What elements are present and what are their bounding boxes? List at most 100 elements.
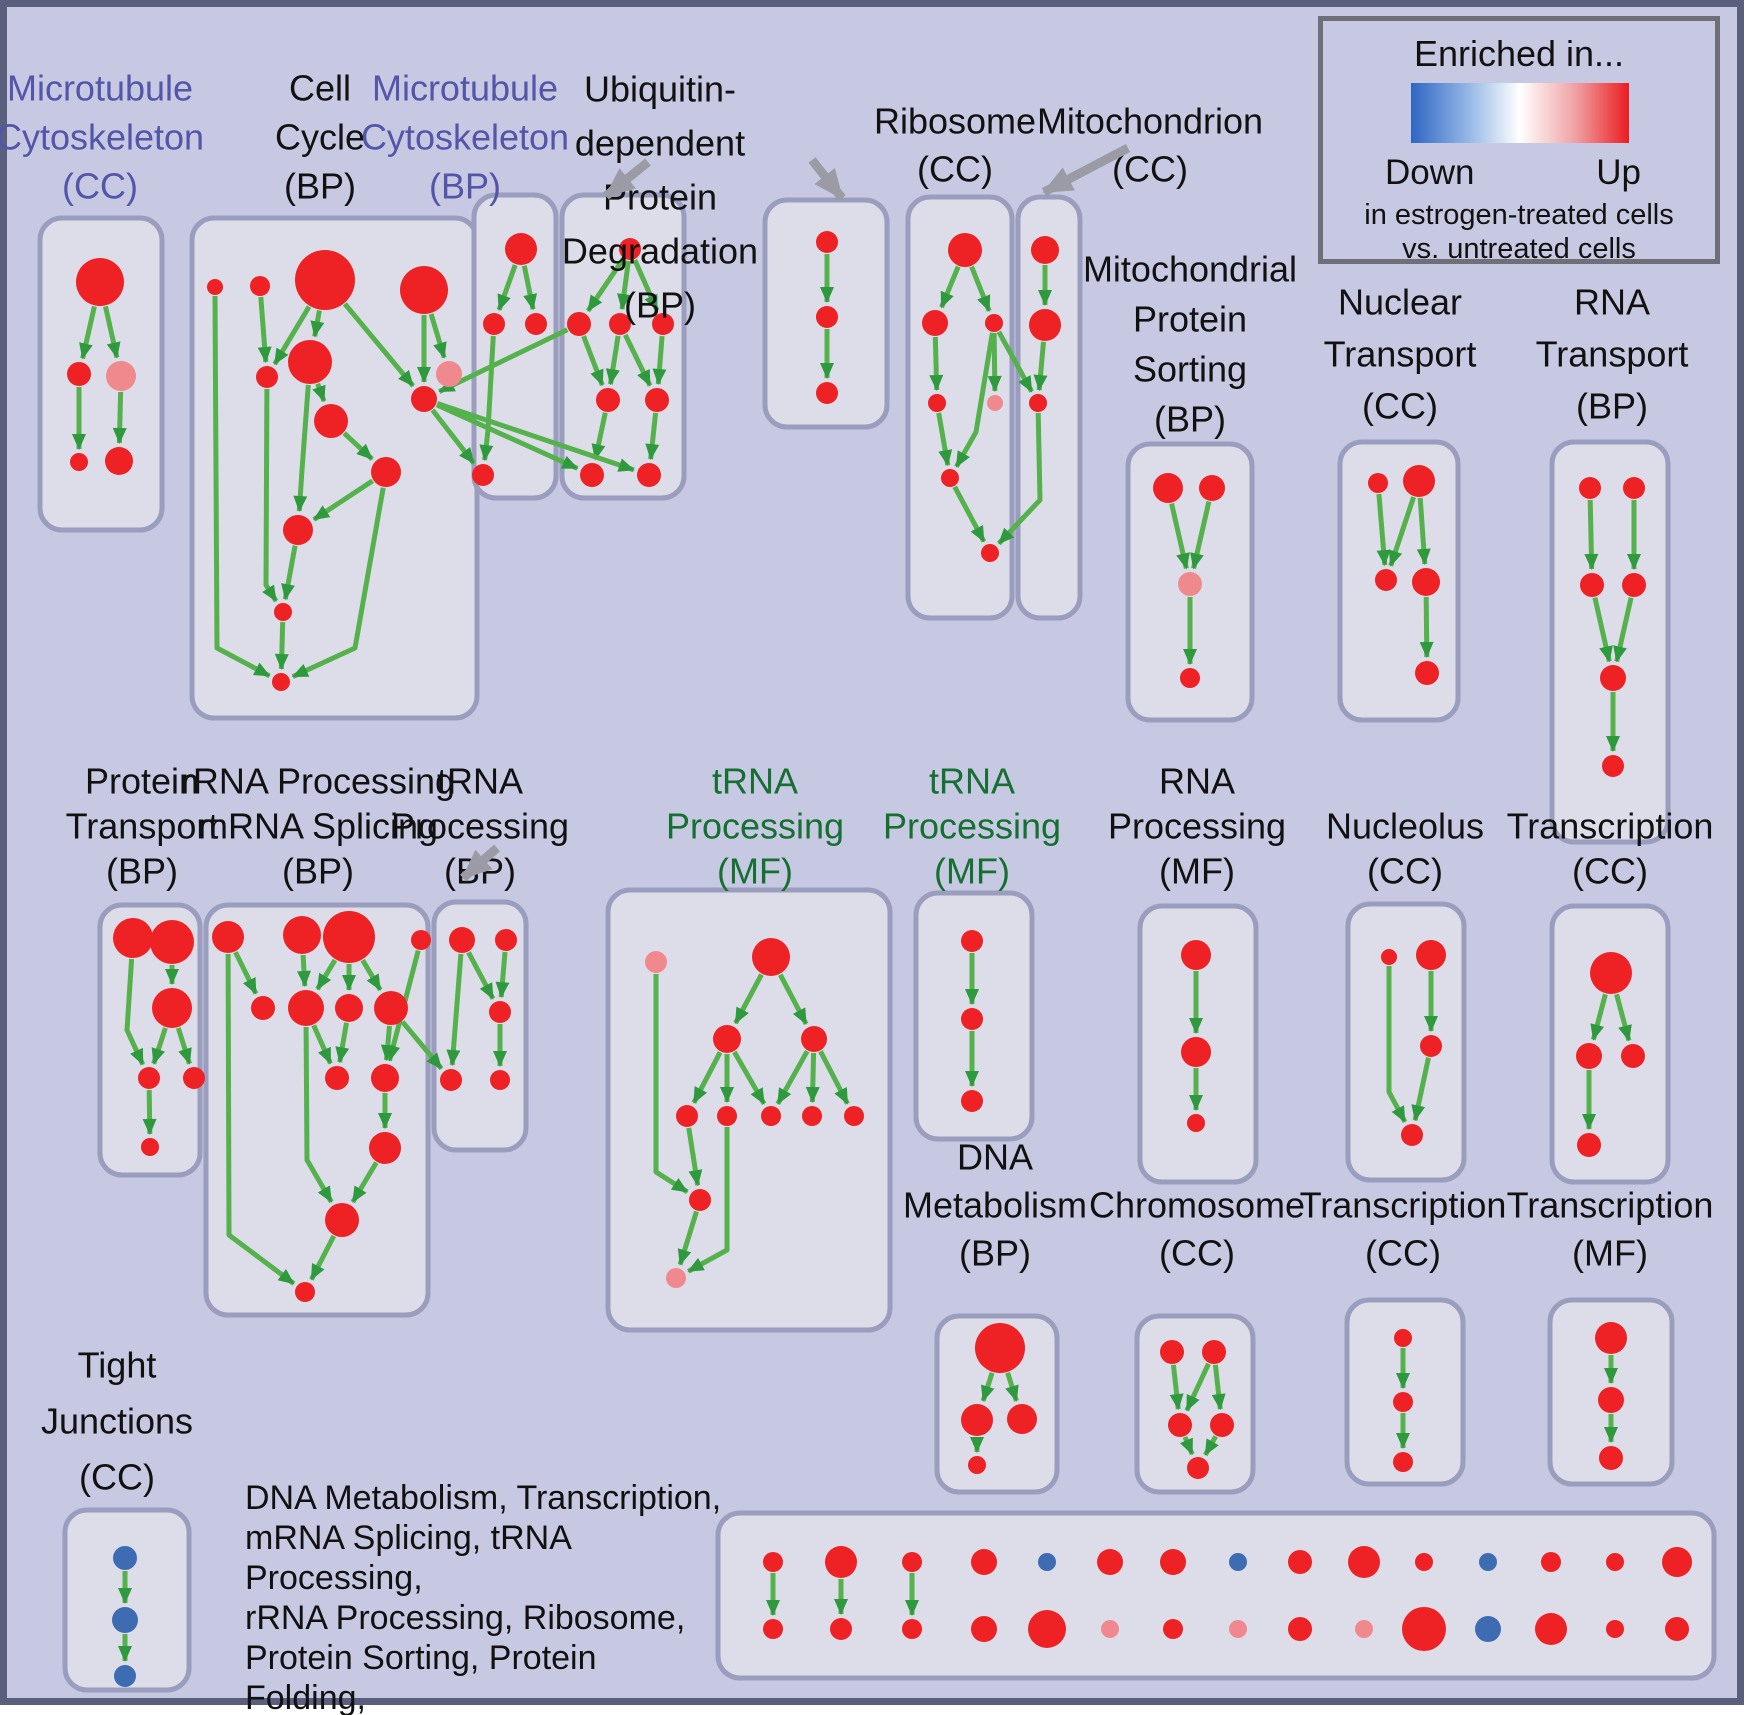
misc-cluster-note: DNA Metabolism, Transcription, mRNA Spli… bbox=[245, 1478, 725, 1715]
go-edge bbox=[733, 973, 764, 1025]
cluster-label: (CC) bbox=[79, 1457, 155, 1498]
go-edge bbox=[430, 408, 476, 465]
go-edge bbox=[1203, 1435, 1219, 1457]
go-term-node bbox=[113, 918, 153, 958]
go-term-node bbox=[713, 1025, 741, 1053]
go-term-node bbox=[1178, 572, 1202, 596]
go-term-node bbox=[1415, 1553, 1433, 1571]
go-term-node bbox=[1579, 477, 1601, 499]
go-edge bbox=[175, 1027, 192, 1065]
go-term-node bbox=[251, 996, 275, 1020]
go-term-node bbox=[971, 1616, 997, 1642]
go-term-node bbox=[525, 313, 547, 335]
go-edge bbox=[342, 302, 416, 388]
go-term-node bbox=[505, 233, 537, 265]
go-term-node bbox=[975, 1323, 1025, 1373]
cluster-label: Transcription bbox=[1507, 1185, 1714, 1226]
go-term-node bbox=[801, 1026, 827, 1052]
annotation-arrow bbox=[808, 157, 846, 201]
go-term-node bbox=[830, 1618, 852, 1640]
cluster-label: Mitochondrial bbox=[1083, 249, 1297, 290]
go-edge bbox=[1411, 1057, 1431, 1122]
go-edge bbox=[1376, 493, 1391, 567]
go-term-node bbox=[971, 1549, 997, 1575]
cluster-label: (BP) bbox=[284, 166, 356, 207]
go-edge bbox=[1190, 501, 1212, 570]
cluster-label: (BP) bbox=[959, 1233, 1031, 1274]
go-edge bbox=[428, 313, 447, 359]
go-edge bbox=[1211, 1364, 1226, 1411]
go-term-node bbox=[1160, 1549, 1186, 1575]
go-term-node bbox=[295, 250, 355, 310]
go-term-node bbox=[1187, 1114, 1205, 1132]
go-term-node bbox=[1412, 568, 1440, 596]
go-term-node bbox=[1580, 573, 1604, 597]
go-edge bbox=[311, 1024, 333, 1065]
go-term-node bbox=[207, 279, 223, 295]
legend-box: Enriched in... Down Up in estrogen-treat… bbox=[1318, 16, 1720, 265]
go-term-node bbox=[374, 991, 408, 1025]
go-edge bbox=[380, 1025, 395, 1062]
go-term-node bbox=[369, 1132, 401, 1164]
go-term-node bbox=[105, 447, 133, 475]
go-edge bbox=[1584, 499, 1599, 570]
cluster-label: Transport bbox=[1324, 334, 1477, 375]
go-term-node bbox=[1590, 952, 1632, 994]
cluster-box-pair-strip bbox=[715, 1510, 1717, 1681]
cluster-label: Protein bbox=[85, 761, 199, 802]
go-term-node bbox=[816, 306, 838, 328]
go-term-node bbox=[76, 258, 124, 306]
go-edge bbox=[1388, 496, 1416, 567]
go-edge bbox=[466, 951, 496, 1000]
go-term-node bbox=[1541, 1552, 1561, 1572]
cluster-label: mRNA Splicing bbox=[198, 806, 438, 847]
cluster-label: (BP) bbox=[429, 166, 501, 207]
go-term-node bbox=[1598, 1387, 1624, 1413]
go-term-node bbox=[1229, 1620, 1247, 1638]
go-term-node bbox=[295, 1282, 315, 1302]
go-edge bbox=[272, 305, 312, 366]
go-edge bbox=[360, 958, 383, 992]
go-term-node bbox=[1097, 1549, 1123, 1575]
cluster-label: (CC) bbox=[1112, 149, 1188, 190]
go-term-node bbox=[1229, 1553, 1247, 1571]
go-term-node bbox=[1475, 1616, 1501, 1642]
go-term-node bbox=[902, 1619, 922, 1639]
cluster-label: DNA bbox=[957, 1137, 1033, 1178]
cluster-label: (CC) bbox=[1367, 851, 1443, 892]
cluster-label: (CC) bbox=[1159, 1233, 1235, 1274]
go-term-node bbox=[490, 1070, 510, 1090]
go-edge bbox=[79, 305, 97, 360]
go-term-node bbox=[802, 1106, 822, 1126]
go-edge bbox=[1613, 597, 1634, 663]
go-term-node bbox=[436, 361, 462, 387]
cluster-label: Degradation bbox=[562, 231, 758, 272]
go-term-node bbox=[183, 1067, 205, 1089]
annotation-arrow bbox=[603, 158, 651, 200]
go-edge bbox=[1169, 1364, 1184, 1411]
go-term-node bbox=[637, 463, 661, 487]
cluster-label: (MF) bbox=[1159, 851, 1235, 892]
go-term-node bbox=[763, 1619, 783, 1639]
go-edge bbox=[997, 412, 1043, 546]
go-edge bbox=[591, 412, 608, 461]
go-edge bbox=[732, 1050, 767, 1106]
go-edge bbox=[677, 1210, 699, 1266]
go-term-node bbox=[1535, 1613, 1567, 1645]
cluster-label: Processing bbox=[883, 806, 1061, 847]
annotation-arrow bbox=[460, 844, 500, 882]
cluster-label: (BP) bbox=[282, 851, 354, 892]
go-edge bbox=[312, 478, 374, 522]
cluster-box-rna_tr bbox=[1549, 439, 1671, 845]
go-term-node bbox=[472, 464, 494, 486]
go-term-node bbox=[666, 1268, 686, 1288]
cluster-label: Nuclear bbox=[1338, 282, 1462, 323]
go-term-node bbox=[212, 921, 244, 953]
go-edge bbox=[400, 1020, 444, 1071]
go-edge bbox=[1169, 503, 1190, 570]
cluster-box-mito bbox=[1015, 194, 1083, 621]
go-term-node bbox=[138, 1067, 160, 1089]
go-edge bbox=[952, 485, 987, 543]
go-term-node bbox=[1665, 1617, 1689, 1641]
go-edge bbox=[446, 953, 464, 1066]
